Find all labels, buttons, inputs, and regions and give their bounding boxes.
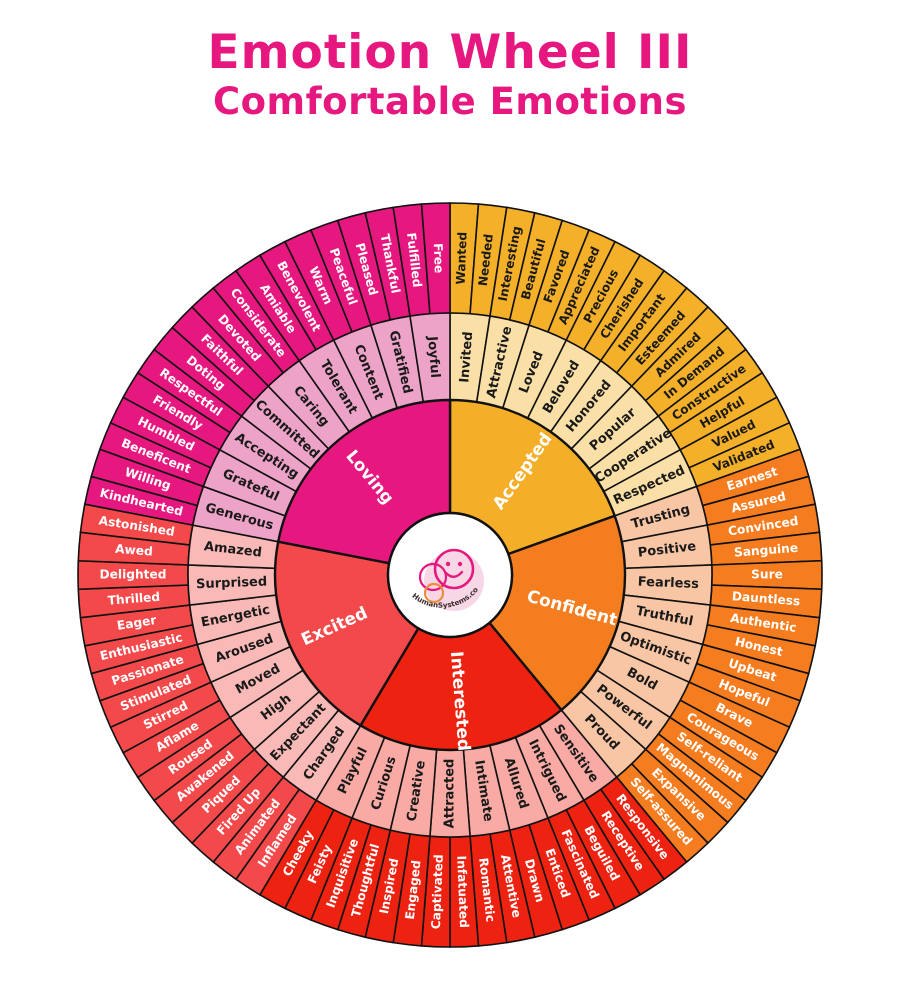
core-ring-group[interactable]	[273, 398, 627, 752]
outer-label-thrilled: Thrilled	[107, 590, 160, 608]
logo-eye-right	[457, 561, 463, 567]
outer-label-dauntless: Dauntless	[731, 589, 800, 608]
page-title: Emotion Wheel III	[207, 25, 693, 80]
logo-smile	[444, 570, 464, 578]
logo-eye-left	[445, 561, 451, 567]
middle-label-amazed: Amazed	[203, 539, 262, 561]
middle-label-surprised: Surprised	[196, 575, 268, 593]
middle-label-attracted: Attracted	[443, 759, 458, 829]
outer-label-sure: Sure	[751, 568, 783, 582]
outer-label-fulfilled: Fulfilled	[404, 232, 424, 288]
page-subtitle: Comfortable Emotions	[212, 80, 688, 124]
outer-label-wanted: Wanted	[454, 232, 470, 285]
outer-label-awed: Awed	[115, 542, 154, 559]
middle-label-positive: Positive	[637, 539, 697, 561]
emotion-wheel-chart[interactable]: Wanted Needed Interesting Beautiful Favored A…	[40, 175, 860, 975]
outer-label-engaged: Engaged	[403, 859, 424, 920]
outer-label-captivated: Captivated	[429, 854, 446, 929]
outer-label-sanguine: Sanguine	[733, 541, 798, 560]
outer-ring-group[interactable]	[77, 202, 823, 948]
middle-ring-group[interactable]	[187, 312, 713, 838]
page-title-block: Emotion Wheel III Comfortable Emotions	[0, 28, 900, 124]
outer-label-infatuated: Infatuated	[454, 855, 471, 928]
outer-label-needed: Needed	[476, 233, 496, 287]
emotion-wheel-svg[interactable]: Wanted Needed InterestingBeautifulFavoredA…	[40, 175, 860, 975]
outer-label-free: Free	[431, 243, 446, 274]
logo-circle-small	[423, 582, 445, 604]
logo-circle-smiley	[433, 548, 475, 590]
outer-label-eager: Eager	[116, 613, 157, 633]
middle-label-joyful: Joyful	[424, 335, 442, 379]
center-logo[interactable]: HumanSystems.co	[386, 511, 514, 639]
middle-label-fearless: Fearless	[638, 575, 700, 592]
logo-circle-mid	[418, 562, 448, 592]
outer-label-delighted: Delighted	[100, 568, 167, 582]
middle-label-invited: Invited	[457, 331, 476, 383]
